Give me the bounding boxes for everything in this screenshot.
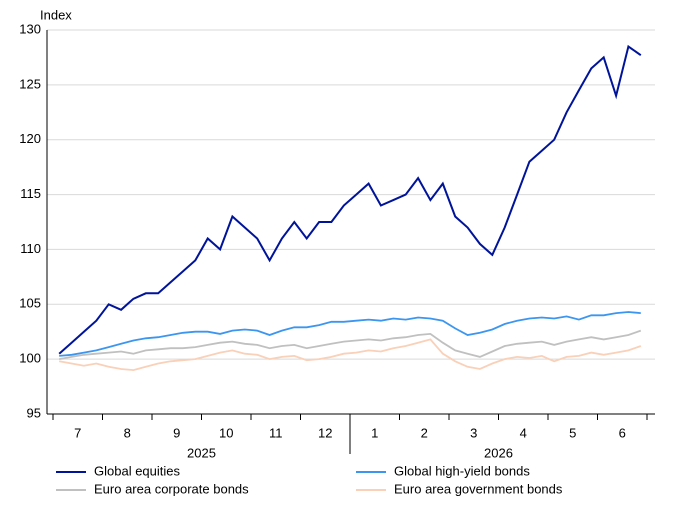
y-tick-label: 120 bbox=[19, 131, 41, 146]
x-tick-label: 2 bbox=[421, 425, 428, 440]
legend-label: Global equities bbox=[94, 463, 180, 478]
x-tick-label: 11 bbox=[269, 425, 283, 440]
legend-label: Global high-yield bonds bbox=[394, 463, 530, 478]
x-tick-label: 10 bbox=[219, 425, 233, 440]
legend-label: Euro area government bonds bbox=[394, 481, 563, 496]
y-tick-label: 100 bbox=[19, 351, 41, 366]
x-tick-label: 6 bbox=[619, 425, 626, 440]
x-tick-label: 9 bbox=[173, 425, 180, 440]
series-line bbox=[59, 311, 641, 357]
legend-label: Euro area corporate bonds bbox=[94, 481, 249, 496]
y-tick-label: 125 bbox=[19, 76, 41, 91]
y-tick-label: 95 bbox=[27, 405, 41, 420]
x-tick-label: 4 bbox=[520, 425, 527, 440]
y-tick-label: 105 bbox=[19, 296, 41, 311]
x-tick-label: 12 bbox=[318, 425, 332, 440]
year-label: 2026 bbox=[484, 445, 513, 460]
y-axis-label: Index bbox=[40, 7, 72, 22]
x-tick-label: 1 bbox=[371, 425, 378, 440]
x-tick-label: 7 bbox=[74, 425, 81, 440]
y-tick-label: 130 bbox=[19, 21, 41, 36]
y-tick-label: 115 bbox=[20, 186, 41, 201]
year-label: 2025 bbox=[187, 445, 216, 460]
x-tick-label: 3 bbox=[470, 425, 477, 440]
y-tick-label: 110 bbox=[20, 241, 41, 256]
series-line bbox=[59, 329, 642, 360]
series-line bbox=[58, 44, 642, 355]
series-line bbox=[59, 338, 642, 372]
x-tick-label: 5 bbox=[569, 425, 576, 440]
x-tick-label: 8 bbox=[124, 425, 131, 440]
